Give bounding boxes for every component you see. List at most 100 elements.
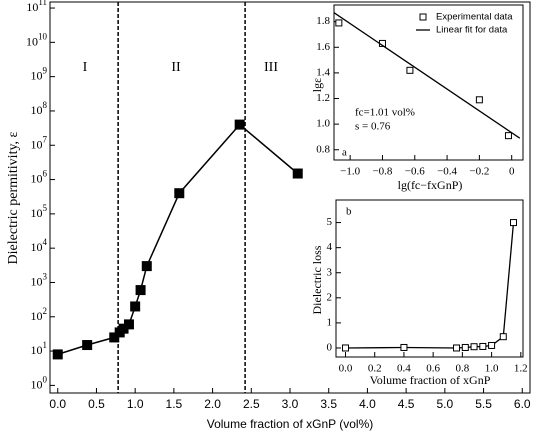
x-tick-label: 1.2 [514,363,528,375]
data-point [135,285,146,296]
data-point [400,343,408,351]
data-point [52,349,63,360]
y-tick-label: 1 [327,316,333,328]
y-tick-label: 5 [327,216,333,228]
y-tick-base: 10 [31,274,43,288]
y-tick-base: 10 [31,309,43,323]
legend-label: Linear fit for data [436,25,508,36]
x-axis-label: Volume fraction of xGnP (vol%) [207,417,374,431]
x-tick-label: 0.2 [368,363,382,375]
data-point [82,340,93,351]
y-tick-base: 10 [31,240,43,254]
y-tick-label: 106 [31,169,48,186]
y-tick-base: 10 [31,137,43,151]
data-point [341,344,349,352]
plot-frame [335,199,524,358]
y-tick-base: 10 [31,206,43,220]
data-point [123,319,134,330]
y-tick-base: 10 [31,343,43,357]
x-tick-label: 0.5 [88,397,105,411]
annotation: fc=1.01 vol% [355,107,415,119]
y-tick-label: 108 [31,100,48,117]
y-tick-label: 1011 [26,0,47,14]
data-point [488,341,496,349]
y-tick-label: 107 [31,134,48,151]
data-point [479,342,487,350]
data-point [453,344,461,352]
y-tick-label: 1.4 [316,66,330,78]
y-tick-label: 0.8 [316,143,330,155]
data-point [504,132,512,140]
data-point [470,343,478,351]
x-tick-label: 0.0 [49,397,66,411]
y-tick-exponent: 8 [43,100,48,110]
series-line [333,12,521,139]
y-tick-label: 105 [31,203,48,220]
y-tick-exponent: 7 [43,134,48,144]
y-tick-base: 10 [26,0,38,14]
x-tick-label: −1.0 [340,166,360,178]
y-tick-exponent: 4 [43,237,48,247]
x-axis-label: Volume fraction of xGnP [370,373,491,387]
x-tick-label: 1.0 [485,363,499,375]
y-tick-label: 1010 [26,31,48,48]
data-point [499,333,507,341]
y-tick-base: 10 [31,171,43,185]
y-tick-exponent: 2 [43,306,48,316]
y-tick-label: 2 [327,291,333,303]
y-tick-label: 1.6 [316,41,330,53]
x-tick-label: 4.5 [398,397,415,411]
x-axis-label: lg(fc−fxGnP) [398,178,463,192]
y-tick-label: 100 [31,374,48,391]
data-point [510,219,518,227]
x-tick-label: 0.8 [455,363,469,375]
annotation: III [264,60,278,75]
y-tick-label: 1.2 [316,92,330,104]
y-tick-base: 10 [31,103,43,117]
x-tick-label: −0.4 [437,166,457,178]
y-tick-label: 102 [31,306,48,323]
y-tick-label: 3 [327,266,333,278]
annotation: a [342,147,347,159]
annotation: b [346,206,352,218]
x-tick-label: 5.5 [475,397,492,411]
y-tick-exponent: 9 [43,66,48,76]
y-tick-exponent: 0 [43,374,48,384]
data-point [130,301,141,312]
y-tick-base: 10 [31,377,43,391]
y-tick-label: 1.0 [316,118,330,130]
legend-marker [419,13,427,21]
data-point [174,188,185,199]
y-tick-exponent: 11 [38,0,47,7]
x-tick-label: 0.4 [397,363,411,375]
y-tick-exponent: 1 [43,340,48,350]
y-tick-exponent: 10 [38,31,48,41]
data-point [475,96,483,104]
data-point [141,261,152,272]
x-tick-label: −0.2 [469,166,489,178]
x-tick-label: 3.0 [282,397,299,411]
y-tick-exponent: 6 [43,169,48,179]
x-tick-label: 2.5 [243,397,260,411]
y-tick-label: 101 [31,340,48,357]
data-point [335,19,343,27]
x-tick-label: 0.6 [426,363,440,375]
y-tick-exponent: 3 [43,272,48,282]
legend-label: Experimental data [436,12,513,23]
y-tick-label: 103 [31,272,48,289]
x-tick-label: 5.0 [436,397,453,411]
data-point [292,168,303,179]
x-tick-label: 1.5 [166,397,183,411]
annotation: I [83,60,88,75]
y-axis-label: lgε [310,78,324,92]
y-tick-label: 104 [31,237,48,254]
x-tick-label: 0 [509,166,515,178]
data-point [406,66,414,74]
x-tick-label: 1.0 [127,397,144,411]
data-point [109,332,120,343]
y-tick-label: 0 [327,342,333,354]
x-tick-label: −0.8 [372,166,392,178]
y-axis-label: Dielectric loss [310,245,324,314]
y-tick-label: 4 [327,241,333,253]
